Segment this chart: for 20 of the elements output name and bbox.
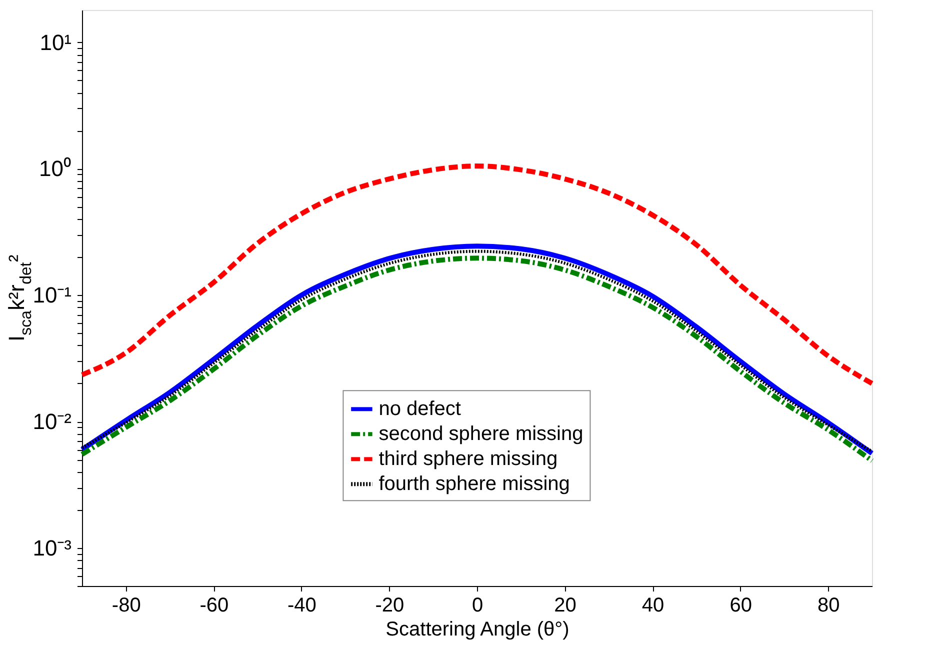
x-tick-label: 60 — [730, 594, 752, 616]
x-tick-label: 80 — [817, 594, 840, 616]
x-tick-label: -80 — [112, 594, 141, 616]
x-tick-label: -20 — [375, 594, 404, 616]
y-axis-title: Iscak²rdet² — [4, 254, 35, 342]
legend-label: no defect — [378, 398, 462, 420]
x-axis-title: Scattering Angle (θ°) — [386, 618, 570, 640]
y-tick-label: 10⁰ — [39, 156, 72, 182]
legend-label: third sphere missing — [378, 448, 558, 470]
x-tick-label: 20 — [554, 594, 576, 616]
legend-label: second sphere missing — [378, 423, 584, 446]
legend-label: fourth sphere missing — [378, 473, 570, 496]
y-tick-label: 10⁻² — [32, 409, 72, 434]
x-tick-label: 0 — [472, 594, 484, 616]
y-tick-label: 10¹ — [40, 30, 72, 55]
x-tick-label: -60 — [200, 594, 229, 616]
y-tick-label: 10⁻³ — [32, 535, 72, 560]
x-tick-label: 40 — [642, 594, 664, 616]
x-tick-label: -40 — [287, 594, 316, 616]
y-tick-label: 10⁻¹ — [32, 282, 72, 308]
